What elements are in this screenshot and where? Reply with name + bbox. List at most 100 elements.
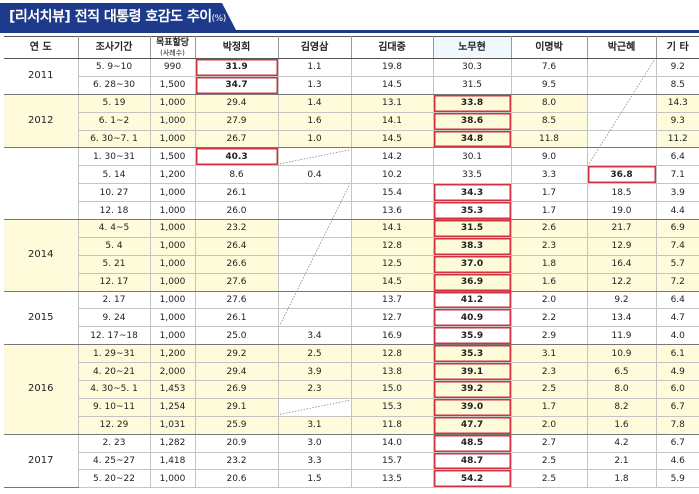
cell-lee: 2.0 [510,415,588,435]
cell-etc: 6.9 [655,219,699,238]
cell-park-gh: 8.0 [586,380,657,399]
cell-period: 4. 25~27 [77,451,151,471]
cell-kim-dj: 14.5 [350,75,434,95]
table-row: 4. 25~27 1,418 23.2 3.3 15.7 48.7 2.5 2.1 4.6 [4,451,699,471]
cell-period: 12. 17~18 [77,326,151,346]
table-row: 5. 14 1,200 8.6 0.4 10.2 33.5 3.3 36.8 7.1 [4,165,699,185]
cell-etc: 9.2 [655,58,699,77]
cell-kim-ys: 3.4 [277,326,352,346]
cell-n: 1,000 [149,129,196,149]
cell-park-gh [586,147,657,167]
cell-etc: 7.2 [655,272,699,292]
cell-kim-ys [277,219,352,238]
cell-park-jh: 26.0 [194,201,279,221]
cell-park-jh: 26.7 [194,129,279,149]
cell-roh: 39.2 [432,380,512,399]
cell-roh: 31.5 [432,75,512,95]
table-row: 10. 27 1,000 26.1 15.4 34.3 1.7 18.5 3.9 [4,183,699,203]
cell-period: 5. 21 [77,254,151,274]
cell-park-jh: 29.1 [194,397,279,417]
cell-n: 1,453 [149,380,196,399]
cell-n: 1,200 [149,344,196,364]
cell-park-gh: 11.9 [586,326,657,346]
cell-kim-dj: 12.8 [350,236,434,256]
table-row: 1. 30~31 1,500 40.3 14.2 30.1 9.0 6.4 [4,147,699,221]
cell-etc: 7.8 [655,415,699,435]
cell-park-jh: 31.9 [194,58,279,77]
cell-kim-ys: 2.5 [277,344,352,364]
title-unit: (%) [211,14,227,24]
cell-kim-ys: 1.0 [277,129,352,149]
cell-lee: 11.8 [510,129,588,149]
cell-roh: 38.3 [432,236,512,256]
header-target: 목표할당 [155,37,190,48]
cell-roh: 35.3 [432,201,512,221]
cell-kim-ys: 1.1 [277,58,352,77]
cell-roh: 36.9 [432,272,512,292]
cell-n: 1,000 [149,201,196,221]
cell-lee: 1.7 [510,201,588,221]
cell-n: 1,000 [149,236,196,256]
cell-kim-ys [277,201,352,221]
cell-lee: 2.3 [510,236,588,256]
cell-roh: 30.3 [432,58,512,77]
cell-period: 4. 4~5 [77,219,151,238]
cell-park-gh: 1.8 [586,469,657,489]
cell-etc: 14.3 [655,93,699,113]
cell-period: 4. 30~5. 1 [77,380,151,399]
cell-n: 2,000 [149,362,196,382]
cell-park-jh: 27.6 [194,290,279,310]
header-kim-dj: 김대중 [350,36,434,59]
cell-period: 6. 1~2 [77,111,151,131]
cell-park-jh: 29.4 [194,362,279,382]
cell-kim-dj: 13.8 [350,362,434,382]
title-banner-shape [0,3,236,30]
cell-n: 1,000 [149,254,196,274]
cell-etc: 4.9 [655,362,699,382]
cell-kim-dj: 15.3 [350,397,434,417]
header-cases: (사례수) [160,48,185,57]
cell-kim-dj: 12.5 [350,254,434,274]
cell-etc: 6.4 [655,147,699,167]
cell-lee: 9.0 [510,147,588,167]
cell-kim-ys: 3.3 [277,451,352,471]
table-row: 5. 4 1,000 26.4 12.8 38.3 2.3 12.9 7.4 [4,236,699,256]
cell-roh: 33.8 [432,93,512,113]
cell-lee: 7.6 [510,58,588,77]
cell-period: 4. 20~21 [77,362,151,382]
cell-park-gh: 21.7 [586,219,657,238]
cell-n: 1,000 [149,219,196,238]
cell-etc: 9.3 [655,111,699,131]
table-row: 6. 28~30 1,500 34.7 1.3 14.5 31.5 9.5 8.5 [4,75,699,95]
cell-roh: 40.9 [432,308,512,328]
cell-period: 6. 28~30 [77,75,151,95]
cell-etc: 4.4 [655,201,699,221]
cell-n: 1,000 [149,111,196,131]
table-row: 2016 1. 29~31 1,200 29.2 2.5 12.8 35.3 3.1 10.9 6… [4,344,699,435]
table-row: 9. 24 1,000 26.1 12.7 40.9 2.2 13.4 4.7 [4,308,699,328]
cell-park-jh: 34.7 [194,75,279,95]
cell-etc: 7.4 [655,236,699,256]
cell-period: 12. 29 [77,415,151,435]
cell-n: 1,500 [149,75,196,95]
cell-park-jh: 29.4 [194,93,279,113]
cell-roh: 37.0 [432,254,512,274]
cell-kim-ys [277,308,352,328]
year-cell: 2011 [4,58,79,95]
year-cell: 2017 [4,433,79,489]
title-text: [리서치뷰] 전직 대통령 호감도 추이 [9,9,212,25]
cell-etc: 4.0 [655,326,699,346]
cell-period: 5. 14 [77,165,151,185]
cell-kim-ys: 0.4 [277,165,352,185]
cell-roh: 48.5 [432,433,512,453]
cell-n: 1,254 [149,397,196,417]
table-row: 12. 29 1,031 25.9 3.1 11.8 47.7 2.0 1.6 7.8 [4,415,699,435]
cell-kim-ys: 3.0 [277,433,352,453]
cell-park-gh [586,111,657,131]
cell-lee: 2.9 [510,326,588,346]
cell-park-gh: 10.9 [586,344,657,364]
table-row: 2014 4. 4~5 1,000 23.2 14.1 31.5 2.6 21.7 6.9 [4,219,699,292]
cell-kim-ys: 2.3 [277,380,352,399]
cell-etc: 8.5 [655,75,699,95]
